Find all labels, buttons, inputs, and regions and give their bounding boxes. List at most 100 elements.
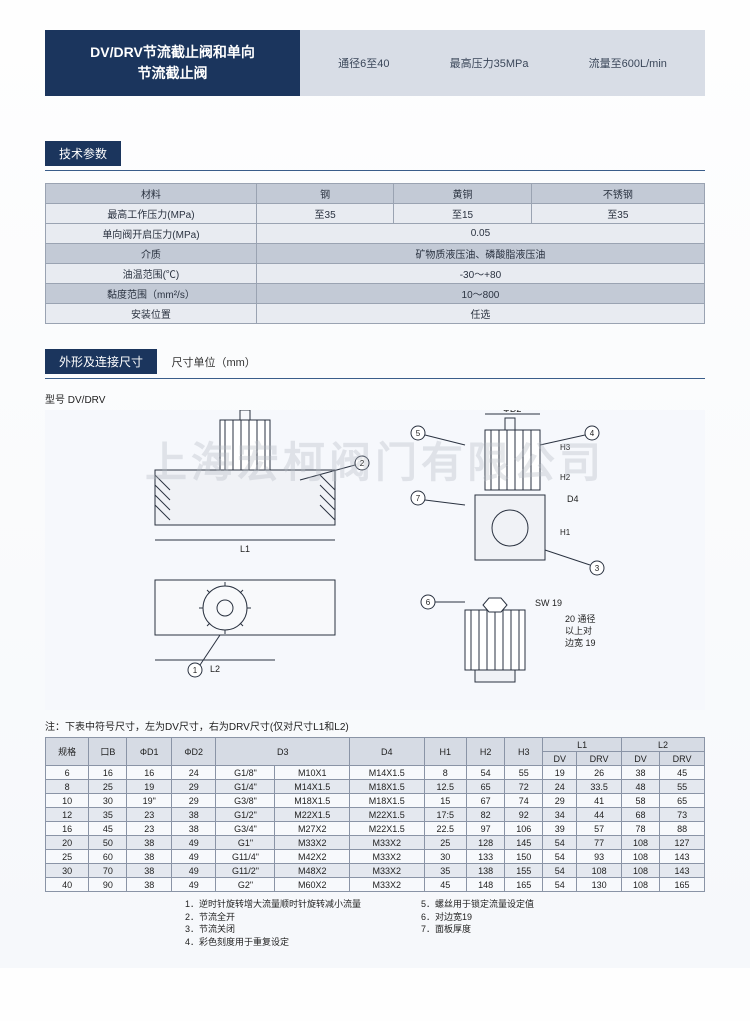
tech-row-value: 至15	[394, 204, 531, 224]
dim-cell: M33X2	[350, 878, 425, 892]
tech-row-value: 钢	[256, 184, 393, 204]
tech-row-value: 矿物质液压油、磷酸脂液压油	[256, 244, 704, 264]
dim-cell: M14X1.5	[275, 780, 350, 794]
dim-cell: 16	[127, 766, 172, 780]
dim-cell: M18X1.5	[275, 794, 350, 808]
dim-cell: 45	[660, 766, 705, 780]
technical-drawing: 1 L2 L1 ΦD2	[45, 410, 705, 710]
dim-cell: 88	[660, 822, 705, 836]
svg-text:以上对: 以上对	[565, 625, 592, 636]
dim-cell: M33X2	[350, 864, 425, 878]
dim-cell: M33X2	[350, 836, 425, 850]
dim-cell: 8	[424, 766, 467, 780]
dim-cell: 38	[171, 808, 216, 822]
dim-cell: 148	[467, 878, 505, 892]
dim-cell: 38	[171, 822, 216, 836]
dim-cell: 48	[621, 780, 659, 794]
dim-cell: 108	[621, 878, 659, 892]
dim-cell: 108	[621, 850, 659, 864]
footnotes: 1．逆时针旋转增大流量顺时针旋转减小流量2．节流全开3．节流关闭4．彩色刻度用于…	[45, 898, 705, 948]
dim-cell: 133	[467, 850, 505, 864]
dim-cell: M22X1.5	[350, 808, 425, 822]
title-line2: 节流截止阀	[65, 63, 280, 84]
svg-text:2: 2	[360, 459, 365, 468]
dim-header: H3	[505, 738, 543, 766]
dim-cell: M22X1.5	[350, 822, 425, 836]
dim-cell: 165	[660, 878, 705, 892]
footnotes-col1: 1．逆时针旋转增大流量顺时针旋转减小流量2．节流全开3．节流关闭4．彩色刻度用于…	[185, 898, 361, 948]
tech-row-label: 最高工作压力(MPa)	[46, 204, 257, 224]
dim-cell: 93	[577, 850, 622, 864]
dim-cell: 16	[46, 822, 89, 836]
dim-cell: 57	[577, 822, 622, 836]
footnote-item: 5．螺丝用于锁定流量设定值	[421, 898, 534, 911]
dim-cell: 55	[660, 780, 705, 794]
dim-cell: 128	[467, 836, 505, 850]
dim-header: 口B	[89, 738, 127, 766]
tech-row-value: 至35	[256, 204, 393, 224]
dim-cell: 38	[621, 766, 659, 780]
dim-cell: 29	[171, 780, 216, 794]
dim-cell: 26	[577, 766, 622, 780]
dim-cell: 143	[660, 864, 705, 878]
footnotes-col2: 5．螺丝用于锁定流量设定值6．对边宽197．面板厚度	[421, 898, 534, 948]
dim-header: 规格	[46, 738, 89, 766]
rule-2	[45, 378, 705, 379]
dims-unit: 尺寸单位（mm）	[171, 357, 255, 369]
dim-cell: 55	[505, 766, 543, 780]
rule-1	[45, 170, 705, 171]
dim-cell: 150	[505, 850, 543, 864]
tech-row-value: 10～800	[256, 284, 704, 304]
dim-cell: 24	[543, 780, 577, 794]
dim-note: 注：下表中符号尺寸，左为DV尺寸，右为DRV尺寸(仅对尺寸L1和L2)	[45, 718, 705, 733]
dim-subheader: DRV	[660, 752, 705, 766]
dim-cell: 54	[543, 850, 577, 864]
dim-cell: 165	[505, 878, 543, 892]
dim-header: D3	[216, 738, 350, 766]
svg-text:5: 5	[416, 429, 421, 438]
dim-header: H1	[424, 738, 467, 766]
dim-cell: G1/2"	[216, 808, 275, 822]
dim-cell: M42X2	[275, 850, 350, 864]
dim-cell: 10	[46, 794, 89, 808]
dim-cell: 45	[424, 878, 467, 892]
section-tech: 技术参数 材料钢黄铜不锈钢最高工作压力(MPa)至35至15至35单向阀开启压力…	[45, 141, 705, 324]
dim-cell: 127	[660, 836, 705, 850]
dim-cell: 68	[621, 808, 659, 822]
dim-cell: 145	[505, 836, 543, 850]
footnote-item: 3．节流关闭	[185, 923, 361, 936]
dim-cell: 38	[127, 878, 172, 892]
dim-cell: 44	[577, 808, 622, 822]
tech-row-label: 介质	[46, 244, 257, 264]
footnote-item: 7．面板厚度	[421, 923, 534, 936]
dim-cell: 130	[577, 878, 622, 892]
dim-cell: 70	[89, 864, 127, 878]
dim-cell: 25	[89, 780, 127, 794]
svg-text:1: 1	[193, 666, 198, 675]
tech-row-value: 任选	[256, 304, 704, 324]
dim-cell: 25	[46, 850, 89, 864]
dim-cell: 106	[505, 822, 543, 836]
dim-cell: 19	[127, 780, 172, 794]
tech-row-label: 安装位置	[46, 304, 257, 324]
dim-cell: 19"	[127, 794, 172, 808]
tech-row-value: 黄铜	[394, 184, 531, 204]
dim-cell: 92	[505, 808, 543, 822]
dim-header: H2	[467, 738, 505, 766]
dim-header: ΦD2	[171, 738, 216, 766]
dim-cell: 24	[171, 766, 216, 780]
dim-cell: 6	[46, 766, 89, 780]
footnote-item: 6．对边宽19	[421, 911, 534, 924]
dim-header: L1	[543, 738, 622, 752]
dim-cell: 54	[467, 766, 505, 780]
svg-text:SW 19: SW 19	[535, 598, 562, 608]
dim-cell: 41	[577, 794, 622, 808]
spec-2: 最高压力35MPa	[450, 55, 529, 71]
dim-cell: 138	[467, 864, 505, 878]
dim-cell: 90	[89, 878, 127, 892]
dim-cell: 67	[467, 794, 505, 808]
dim-cell: M33X2	[350, 850, 425, 864]
dim-cell: 30	[424, 850, 467, 864]
dim-cell: 97	[467, 822, 505, 836]
dim-cell: G11/2"	[216, 864, 275, 878]
